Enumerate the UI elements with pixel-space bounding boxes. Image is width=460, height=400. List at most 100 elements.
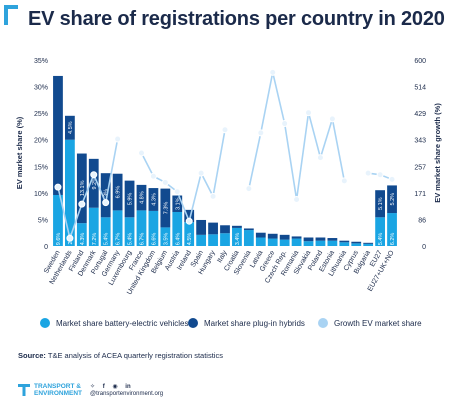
growth-point (103, 200, 109, 206)
website-handle[interactable]: @transportenvironment.org (90, 391, 163, 397)
y-right-tick-label: 171 (414, 191, 426, 198)
growth-line-segment (249, 133, 261, 189)
y-left-tick-label: 20% (34, 138, 48, 145)
bar-bev (280, 240, 290, 246)
y-left-tick-label: 15% (34, 164, 48, 171)
bar-label-phev: 4.5% (68, 121, 74, 134)
growth-point (162, 179, 168, 185)
y-right-tick-label: 86 (418, 217, 426, 224)
growth-line-segment (213, 130, 225, 197)
y-left-tick-label: 35% (34, 58, 48, 65)
bar-label-bev: 4.3% (80, 233, 86, 246)
bar-bev (327, 241, 337, 246)
linkedin-icon[interactable]: in (125, 384, 130, 390)
legend-swatch-bev (40, 318, 50, 328)
growth-point (210, 193, 216, 199)
bar-label-bev: 6.4% (175, 233, 181, 246)
bar-phev (351, 242, 361, 244)
bar-label-bev: 5.4% (104, 233, 110, 246)
bar-bev (316, 241, 326, 246)
bar-bev (256, 237, 266, 246)
logo-text: TRANSPORT & ENVIRONMENT (34, 383, 82, 397)
growth-point (317, 155, 323, 161)
bar-bev (220, 233, 230, 246)
facebook-icon[interactable]: f (103, 384, 105, 390)
bar-label-bev: 6.6% (151, 233, 157, 246)
chart-area: 0 5% 10% 15% 20% 25% 30% 35% 0 86 171 257 343 429 514 6… (0, 0, 460, 315)
growth-line-segment (297, 113, 309, 200)
bar-label-bev: 3.4% (235, 233, 241, 246)
social-icons: ✧ f ◉ in (90, 383, 131, 390)
bar-phev (220, 225, 230, 233)
y-right-axis-title: EV market share growth (%) (433, 103, 442, 203)
bar-phev (292, 236, 302, 238)
growth-point (282, 121, 288, 127)
legend-item-bev: Market share battery-electric vehicles (40, 318, 189, 328)
growth-line-segment (320, 119, 332, 158)
bar-label-bev: 3.5% (163, 233, 169, 246)
growth-point (67, 235, 73, 241)
bar-phev (208, 223, 218, 235)
growth-point (341, 178, 347, 184)
source-note: Source: T&E analysis of ACEA quarterly r… (18, 351, 223, 360)
bar-label-bev: 6.7% (116, 233, 122, 246)
chart-legend: Market share battery-electric vehicles M… (0, 318, 460, 332)
growth-point (294, 197, 300, 203)
growth-point (306, 110, 312, 116)
bar-label-bev: 9.6% (56, 233, 62, 246)
bar-bev (196, 235, 206, 246)
growth-point (258, 130, 264, 136)
growth-point (365, 170, 371, 176)
bar-label-phev: 4.3% (151, 193, 157, 206)
bar-phev (196, 220, 206, 235)
legend-label-phev: Market share plug-in hybrids (204, 319, 305, 328)
growth-point (186, 218, 192, 224)
y-right-tick-label: 514 (414, 85, 426, 92)
y-left-axis-title: EV market share (%) (15, 116, 24, 189)
y-left-tick-label: 0 (44, 244, 48, 251)
te-logo-icon (18, 384, 30, 396)
y-right-tick-label: 429 (414, 111, 426, 118)
bar-label-bev: 6.2% (390, 233, 396, 246)
legend-swatch-growth (318, 318, 328, 328)
bar-bev (244, 230, 254, 246)
bar-label-phev: 4.8% (139, 191, 145, 204)
growth-point (150, 173, 156, 179)
twitter-icon[interactable]: ✧ (90, 384, 95, 390)
bar-phev (363, 243, 373, 244)
bar-label-phev: 7.3% (163, 202, 169, 215)
growth-point (329, 116, 335, 122)
growth-point (270, 69, 276, 75)
bar-label-bev: 5.4% (128, 233, 134, 246)
instagram-icon[interactable]: ◉ (112, 384, 117, 390)
y-left-tick-label: 25% (34, 111, 48, 118)
growth-point (91, 172, 97, 178)
bar-label-bev: 5.4% (378, 233, 384, 246)
bar-label-bev: 6.7% (139, 233, 145, 246)
bar-phev (53, 76, 63, 195)
growth-point (198, 170, 204, 176)
growth-point (55, 184, 61, 190)
bar-label-phev: 13.1% (80, 180, 86, 196)
growth-point (174, 189, 180, 195)
growth-line-segment (332, 119, 344, 181)
growth-line-segment (141, 153, 153, 176)
logo-line-2: ENVIRONMENT (34, 390, 82, 397)
bar-bev (268, 239, 278, 246)
bar-label-bev: 7.2% (92, 233, 98, 246)
legend-item-growth: Growth EV market share (318, 318, 422, 328)
growth-point (222, 127, 228, 133)
y-left-tick-label: 10% (34, 191, 48, 198)
bar-phev (232, 226, 242, 228)
bar-bev (304, 241, 314, 246)
y-right-tick-label: 0 (422, 244, 426, 251)
bar-label-phev: 5.1% (378, 197, 384, 210)
growth-line-segment (201, 173, 213, 196)
bar-label-phev: 5.2% (390, 193, 396, 206)
bar-phev (280, 235, 290, 240)
y-left-tick-label: 5% (38, 217, 48, 224)
y-right-tick-label: 343 (414, 138, 426, 145)
growth-point (377, 172, 383, 178)
legend-label-bev: Market share battery-electric vehicles (56, 319, 189, 328)
growth-line-segment (273, 72, 285, 123)
